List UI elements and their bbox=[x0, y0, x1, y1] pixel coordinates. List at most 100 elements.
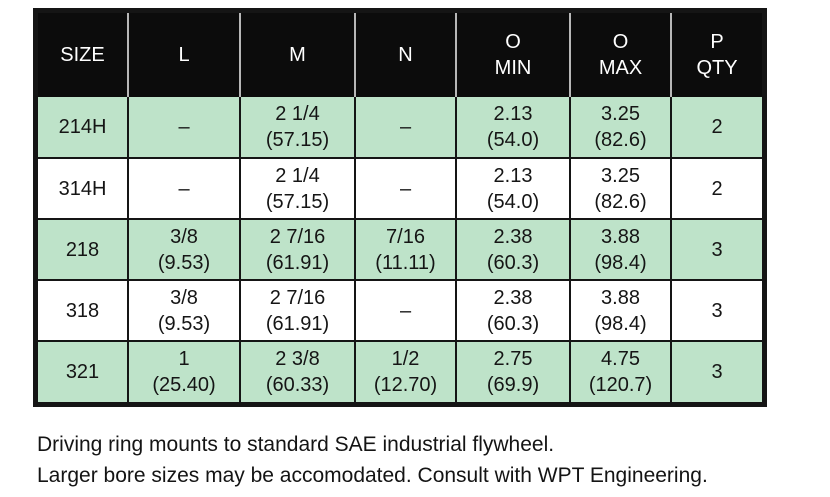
cell-size: 214H bbox=[38, 97, 128, 158]
cell-metric: (61.91) bbox=[265, 312, 330, 335]
header-sublabel: MIN bbox=[494, 57, 532, 79]
header-cell-size: SIZE bbox=[38, 13, 128, 97]
header-sublabel: MAX bbox=[598, 57, 643, 79]
cell-metric: (9.53) bbox=[157, 251, 211, 274]
cell-metric: (60.33) bbox=[265, 374, 330, 396]
table-row-218: 218 3/8 (9.53) 2 7/16 (61.91) 7/16 (11.11) … bbox=[38, 218, 762, 280]
cell-value: 318 bbox=[65, 299, 100, 322]
header-cell-p-qty: P QTY bbox=[670, 13, 762, 97]
header-label: N bbox=[398, 44, 413, 66]
cell-metric: (69.9) bbox=[486, 374, 540, 396]
spec-table: SIZE L M N O MIN O MAX P QTY 214H – 2 1/4 (5… bbox=[38, 13, 762, 402]
cell-p-qty: 3 bbox=[670, 218, 762, 280]
table-row-214h: 214H – 2 1/4 (57.15) – 2.13 (54.0) 3.25 (82… bbox=[38, 97, 762, 158]
cell-metric: (82.6) bbox=[594, 129, 647, 151]
cell-metric: (54.0) bbox=[486, 190, 540, 213]
cell-value: 2 7/16 bbox=[269, 225, 326, 248]
cell-value: 3 bbox=[711, 361, 723, 383]
header-label: O bbox=[505, 31, 521, 53]
cell-value: 3/8 bbox=[170, 286, 198, 309]
cell-value: 2.38 bbox=[493, 225, 533, 248]
cell-value: 3.88 bbox=[601, 225, 640, 248]
footnotes: Driving ring mounts to standard SAE indu… bbox=[37, 429, 708, 491]
cell-value: 2.38 bbox=[493, 286, 533, 309]
cell-metric: (61.91) bbox=[265, 251, 330, 274]
cell-o-max: 3.25 (82.6) bbox=[569, 157, 671, 219]
cell-value: 218 bbox=[65, 238, 100, 261]
cell-metric: (82.6) bbox=[594, 190, 647, 213]
header-cell-n: N bbox=[354, 13, 456, 97]
cell-value: 3.88 bbox=[601, 286, 640, 309]
cell-value: 321 bbox=[65, 361, 100, 383]
cell-value: 2 3/8 bbox=[275, 348, 320, 370]
header-label: O bbox=[612, 31, 629, 53]
cell-value: 2 7/16 bbox=[269, 286, 326, 309]
cell-value: 214H bbox=[58, 116, 107, 138]
cell-value: – bbox=[178, 116, 190, 138]
cell-n: 7/16 (11.11) bbox=[354, 218, 456, 280]
cell-metric: (57.15) bbox=[265, 190, 330, 213]
table-row-321: 321 1 (25.40) 2 3/8 (60.33) 1/2 (12.70) 2.7… bbox=[38, 340, 762, 402]
cell-metric: (98.4) bbox=[594, 312, 647, 335]
cell-metric: (12.70) bbox=[373, 374, 438, 396]
cell-l: 1 (25.40) bbox=[127, 340, 240, 402]
cell-value: 7/16 bbox=[386, 225, 425, 248]
cell-value: 2.13 bbox=[493, 164, 533, 187]
cell-m: 2 3/8 (60.33) bbox=[239, 340, 355, 402]
header-label: M bbox=[289, 44, 306, 66]
header-row: SIZE L M N O MIN O MAX P QTY bbox=[38, 13, 762, 97]
cell-value: 2.13 bbox=[493, 103, 533, 125]
cell-size: 321 bbox=[38, 340, 128, 402]
cell-m: 2 7/16 (61.91) bbox=[239, 279, 355, 341]
cell-o-max: 3.88 (98.4) bbox=[569, 218, 671, 280]
header-label: SIZE bbox=[60, 44, 105, 66]
cell-metric: (11.11) bbox=[375, 251, 436, 274]
cell-value: 2 bbox=[711, 116, 723, 138]
cell-o-min: 2.38 (60.3) bbox=[455, 279, 570, 341]
cell-value: – bbox=[399, 299, 412, 322]
cell-l: – bbox=[127, 157, 240, 219]
cell-size: 318 bbox=[38, 279, 128, 341]
cell-value: 3 bbox=[711, 238, 723, 261]
cell-value: – bbox=[399, 116, 412, 138]
header-label: P bbox=[710, 31, 724, 53]
cell-value: 1/2 bbox=[391, 348, 420, 370]
header-cell-o-min: O MIN bbox=[455, 13, 570, 97]
cell-n: – bbox=[354, 279, 456, 341]
cell-metric: (25.40) bbox=[152, 374, 216, 396]
cell-metric: (98.4) bbox=[594, 251, 647, 274]
spec-table-frame: SIZE L M N O MIN O MAX P QTY 214H – 2 1/4 (5… bbox=[33, 8, 767, 407]
cell-metric: (60.3) bbox=[486, 251, 540, 274]
cell-o-min: 2.13 (54.0) bbox=[455, 97, 570, 158]
cell-n: 1/2 (12.70) bbox=[354, 340, 456, 402]
cell-m: 2 1/4 (57.15) bbox=[239, 157, 355, 219]
cell-n: – bbox=[354, 157, 456, 219]
table-row-318: 318 3/8 (9.53) 2 7/16 (61.91) – 2.38 (60.3)… bbox=[38, 279, 762, 341]
header-cell-o-max: O MAX bbox=[569, 13, 671, 97]
cell-value: 4.75 bbox=[601, 348, 640, 370]
cell-value: 2 1/4 bbox=[275, 103, 320, 125]
header-sublabel: QTY bbox=[696, 57, 738, 79]
cell-m: 2 1/4 (57.15) bbox=[239, 97, 355, 158]
cell-l: 3/8 (9.53) bbox=[127, 218, 240, 280]
cell-value: 3 bbox=[711, 299, 723, 322]
cell-n: – bbox=[354, 97, 456, 158]
cell-value: 2 1/4 bbox=[275, 164, 320, 187]
cell-value: 2 bbox=[711, 177, 723, 200]
cell-value: 2.75 bbox=[493, 348, 533, 370]
cell-p-qty: 3 bbox=[670, 340, 762, 402]
cell-p-qty: 2 bbox=[670, 97, 762, 158]
note-line-2: Larger bore sizes may be accomodated. Co… bbox=[37, 464, 708, 487]
cell-size: 314H bbox=[38, 157, 128, 219]
cell-metric: (60.3) bbox=[486, 312, 540, 335]
cell-value: 3.25 bbox=[601, 164, 640, 187]
header-label: L bbox=[178, 44, 190, 66]
cell-size: 218 bbox=[38, 218, 128, 280]
cell-p-qty: 3 bbox=[670, 279, 762, 341]
cell-metric: (9.53) bbox=[157, 312, 211, 335]
cell-p-qty: 2 bbox=[670, 157, 762, 219]
cell-metric: (54.0) bbox=[486, 129, 540, 151]
cell-value: 1 bbox=[178, 348, 190, 370]
cell-o-min: 2.38 (60.3) bbox=[455, 218, 570, 280]
cell-value: 314H bbox=[58, 177, 107, 200]
